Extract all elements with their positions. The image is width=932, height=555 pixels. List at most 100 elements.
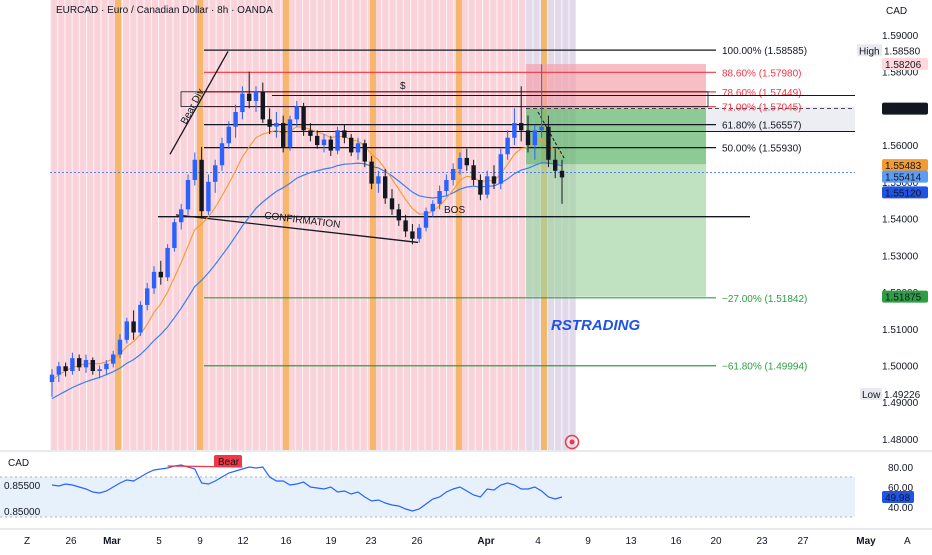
candle — [158, 260, 163, 285]
price-tick-label: 1.59000 — [882, 31, 919, 42]
candle-body — [233, 112, 238, 127]
session-divider — [338, 0, 340, 450]
candle — [423, 207, 429, 232]
candle — [124, 317, 129, 344]
candle-body — [199, 159, 204, 212]
candle-body — [77, 358, 82, 368]
session-divider — [453, 0, 455, 450]
candle-body — [389, 198, 395, 210]
rsi-value-tag — [882, 491, 914, 504]
position-zones — [526, 64, 882, 297]
stop-loss-zone — [526, 64, 706, 109]
bear-badge — [214, 455, 242, 467]
candle-body — [376, 176, 381, 184]
candle-body — [553, 159, 558, 171]
candle-body — [437, 190, 442, 204]
weekend-band — [456, 0, 462, 450]
session-divider — [251, 0, 253, 450]
price-grid — [50, 108, 855, 174]
candle-body — [423, 211, 429, 228]
weekend-band — [283, 0, 289, 450]
session-divider — [345, 0, 347, 450]
candle — [226, 121, 231, 149]
candle — [437, 185, 442, 210]
price-tag-value: 1.58206 — [885, 60, 922, 71]
candle-body — [301, 106, 306, 131]
candle — [444, 174, 449, 197]
candle — [90, 357, 95, 375]
candle — [179, 203, 184, 230]
candle — [471, 159, 476, 186]
time-tick-label: 26 — [411, 536, 423, 547]
candle-body — [362, 143, 367, 162]
candle-body — [457, 157, 463, 169]
candle-body — [546, 126, 551, 160]
candle-body — [274, 123, 279, 127]
candle — [335, 126, 340, 155]
session-divider — [273, 0, 275, 450]
rsi-line — [51, 464, 563, 512]
session-divider — [438, 0, 440, 450]
session-divider — [467, 0, 469, 450]
time-tick-label: 4 — [535, 536, 541, 547]
price-tag-value: 1.51875 — [885, 293, 922, 304]
candle-body — [451, 168, 456, 180]
ema-slow-line — [51, 162, 563, 400]
candle-body — [403, 220, 408, 232]
price-tick-label: 1.56000 — [882, 141, 919, 152]
time-axis: 26 Mar 5 9 12 16 19 23 26 Apr 4 9 13 16 20 23 27 May Z A — [0, 528, 932, 547]
time-tick-label: 12 — [237, 536, 249, 547]
candle-body — [260, 91, 265, 120]
rsi-pane: Bear CAD 0.85500 0.85000 80.00 60.00 40.0049.9… — [0, 450, 932, 518]
time-tick-label: 19 — [325, 536, 337, 547]
candle — [349, 134, 354, 157]
bear-badge-label: Bear — [218, 457, 240, 468]
candle-body — [97, 369, 102, 372]
candle-body — [559, 170, 565, 178]
price-tag — [882, 159, 928, 172]
candle — [376, 170, 381, 193]
dollar-label: $ — [400, 81, 406, 92]
session-divider — [71, 0, 73, 450]
candle — [138, 301, 143, 337]
rsi-band — [0, 477, 855, 517]
time-tick-label: 23 — [365, 536, 377, 547]
candle-body — [145, 288, 150, 305]
session-divider — [474, 0, 476, 450]
candle — [247, 71, 252, 109]
price-tag-value: 1.55483 — [885, 161, 922, 172]
session-divider — [402, 0, 404, 450]
candle-body — [532, 130, 537, 146]
session-divider — [165, 0, 167, 450]
session-divider — [158, 0, 160, 450]
session-divider — [496, 0, 498, 450]
auto-scale-toggle: A — [904, 536, 911, 547]
time-tick-label: 16 — [280, 536, 292, 547]
session-divider — [194, 0, 196, 450]
session-divider — [208, 0, 210, 450]
candle-body — [396, 209, 401, 221]
session-divider — [129, 0, 131, 450]
rsi-tick-label: 60.00 — [888, 483, 913, 494]
session-divider — [122, 0, 124, 450]
candle — [362, 139, 367, 168]
candle — [151, 266, 157, 294]
candle — [145, 282, 150, 311]
candle — [383, 168, 388, 204]
session-divider — [309, 0, 311, 450]
candle — [260, 82, 265, 124]
candle-body — [83, 359, 89, 368]
candle — [457, 152, 463, 175]
time-tick-label: 27 — [797, 536, 809, 547]
session-divider — [100, 0, 102, 450]
take-profit-zone — [526, 108, 706, 297]
candle-body — [321, 139, 327, 146]
price-tick-label: 1.58000 — [882, 68, 919, 79]
candle-body — [179, 209, 184, 223]
replay-icon[interactable] — [564, 434, 580, 450]
time-tick-label: 13 — [625, 536, 637, 547]
session-divider — [302, 0, 304, 450]
session-divider — [280, 0, 282, 450]
